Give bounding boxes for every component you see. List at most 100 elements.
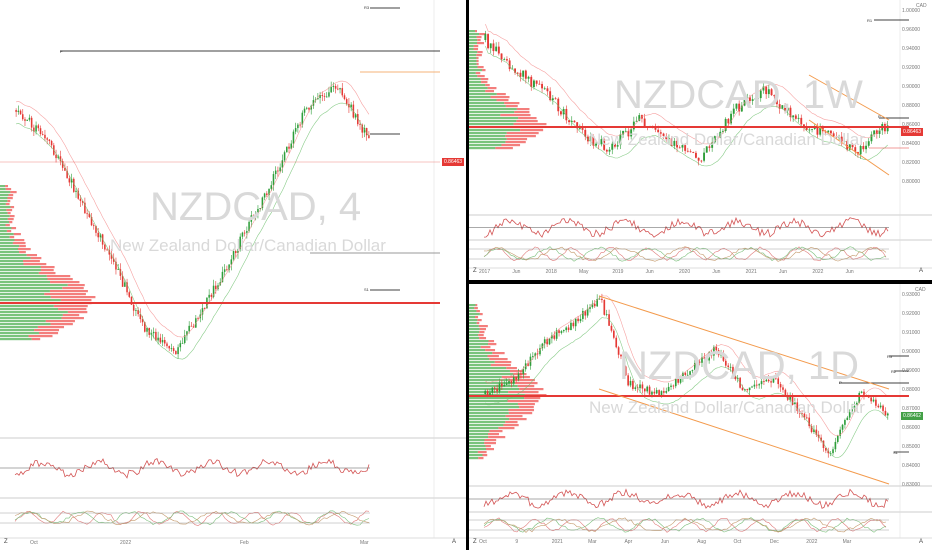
zoom-toggle-button[interactable]: Z bbox=[473, 268, 477, 274]
chart-panel-1d[interactable]: NZDCAD, 1D New Zealand Dollar/Canadian D… bbox=[469, 284, 932, 550]
volume-profile-bar bbox=[503, 424, 519, 427]
candle-body bbox=[601, 298, 603, 300]
candle-body bbox=[587, 136, 589, 142]
chart-canvas-1d[interactable] bbox=[469, 284, 932, 550]
volume-profile-bar bbox=[11, 227, 17, 230]
candle-body bbox=[608, 149, 611, 152]
volume-profile-bar bbox=[19, 245, 26, 248]
volume-profile-bar bbox=[509, 370, 524, 373]
candle-body bbox=[328, 92, 330, 97]
candle-body bbox=[589, 307, 591, 309]
volume-profile-bar bbox=[0, 290, 50, 293]
candle-body bbox=[565, 108, 568, 121]
moving-average-line bbox=[485, 295, 888, 436]
channel-trendline bbox=[808, 119, 890, 176]
pivot-label-r3: R3 bbox=[887, 354, 893, 359]
volume-profile-bar bbox=[0, 185, 6, 188]
candle-body bbox=[596, 299, 598, 307]
candle-body bbox=[635, 120, 638, 122]
volume-profile-bar bbox=[469, 403, 518, 406]
volume-profile-bar bbox=[12, 242, 26, 245]
candle-body bbox=[554, 98, 557, 100]
candle-body bbox=[839, 429, 841, 436]
candle-body bbox=[246, 231, 248, 233]
auto-scale-button[interactable]: A bbox=[452, 539, 457, 545]
x-axis-label: Mar bbox=[588, 539, 597, 545]
candle-body bbox=[794, 402, 796, 405]
auto-scale-button[interactable]: A bbox=[919, 539, 924, 545]
candle-body bbox=[73, 178, 75, 192]
pivot-label-r3: R3 bbox=[364, 5, 370, 10]
candle-body bbox=[288, 146, 290, 149]
candle-body bbox=[800, 117, 803, 125]
candle-body bbox=[560, 331, 563, 333]
chart-panel-1w[interactable]: NZDCAD, 1W New Zealand Dollar/Canadian D… bbox=[469, 0, 932, 280]
candle-body bbox=[689, 371, 691, 375]
candle-body bbox=[886, 413, 889, 416]
volume-profile-bar bbox=[469, 412, 509, 415]
candle-body bbox=[710, 352, 713, 356]
candle-body bbox=[660, 391, 663, 396]
zoom-toggle-button[interactable]: Z bbox=[4, 539, 8, 545]
candle-body bbox=[201, 308, 204, 315]
volume-profile-bar bbox=[486, 448, 495, 451]
candle-body bbox=[646, 386, 649, 392]
volume-profile-bar bbox=[0, 281, 51, 284]
candle-body bbox=[150, 333, 153, 335]
chart-panel-4h[interactable]: NZDCAD, 4 New Zealand Dollar/Canadian Do… bbox=[0, 0, 466, 550]
volume-profile-bar bbox=[469, 454, 483, 457]
candle-body bbox=[536, 353, 539, 355]
current-price-tag: 0.86462 bbox=[901, 412, 924, 420]
candle-body bbox=[858, 392, 861, 403]
volume-profile-bar bbox=[44, 293, 86, 296]
y-axis-label: 0.84000 bbox=[902, 463, 921, 469]
y-axis-label: 0.91000 bbox=[902, 330, 921, 336]
volume-profile-bar bbox=[469, 72, 476, 75]
candle-body bbox=[286, 146, 288, 153]
candle-body bbox=[55, 154, 57, 159]
candle-body bbox=[339, 88, 341, 90]
volume-profile-bar bbox=[469, 30, 475, 33]
candle-body bbox=[603, 139, 606, 150]
volume-profile-bar bbox=[469, 42, 477, 45]
volume-profile-bar bbox=[469, 400, 508, 403]
volume-profile-bar bbox=[469, 93, 497, 96]
candle-body bbox=[624, 366, 627, 376]
volume-profile-bar bbox=[469, 138, 507, 141]
candle-body bbox=[884, 410, 887, 416]
candle-body bbox=[863, 391, 865, 395]
candle-body bbox=[257, 208, 259, 214]
candle-body bbox=[592, 136, 595, 146]
candle-body bbox=[527, 363, 529, 366]
auto-scale-button[interactable]: A bbox=[919, 268, 924, 274]
candle-body bbox=[210, 294, 213, 297]
volume-profile-bar bbox=[47, 278, 73, 281]
candle-body bbox=[781, 105, 784, 109]
candle-body bbox=[654, 126, 657, 130]
candle-body bbox=[829, 453, 832, 454]
candle-body bbox=[791, 396, 794, 405]
candle-body bbox=[321, 95, 324, 96]
candle-body bbox=[657, 129, 660, 133]
candle-body bbox=[697, 157, 700, 161]
candle-body bbox=[188, 325, 190, 332]
candle-body bbox=[350, 104, 352, 108]
x-axis-label: 9 bbox=[515, 539, 519, 545]
candle-body bbox=[266, 193, 268, 195]
candle-body bbox=[155, 331, 157, 341]
candle-body bbox=[767, 379, 770, 382]
chart-canvas-4h[interactable] bbox=[0, 0, 466, 550]
candle-body bbox=[741, 387, 744, 391]
volume-profile-bar bbox=[476, 57, 479, 60]
zoom-toggle-button[interactable]: Z bbox=[473, 539, 477, 545]
volume-profile-bar bbox=[505, 135, 536, 138]
candle-body bbox=[560, 111, 562, 115]
chart-canvas-1w[interactable] bbox=[469, 0, 932, 280]
volume-profile-bar bbox=[495, 147, 513, 150]
volume-profile-bar bbox=[469, 421, 506, 424]
x-axis-label: Jun bbox=[845, 269, 854, 275]
candle-body bbox=[627, 375, 629, 386]
candle-body bbox=[836, 435, 839, 442]
candle-body bbox=[345, 99, 348, 104]
candle-body bbox=[496, 388, 498, 392]
